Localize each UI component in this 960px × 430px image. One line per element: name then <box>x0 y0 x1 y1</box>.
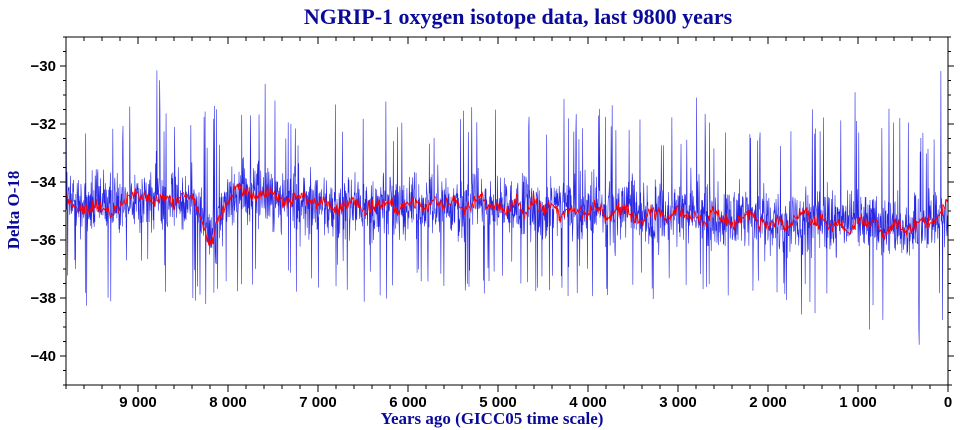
y-tick-label: −32 <box>31 116 56 133</box>
plot-area <box>65 70 949 345</box>
x-tick-label: 1 000 <box>839 394 877 411</box>
x-tick-label: 2 000 <box>749 394 787 411</box>
series-raw-line <box>65 70 949 345</box>
x-tick-label: 5 000 <box>479 394 517 411</box>
x-tick-label: 3 000 <box>659 394 697 411</box>
y-tick-label: −34 <box>31 174 57 191</box>
series-smoothed-line <box>65 182 949 247</box>
y-axis: −30 −32 −34 −36 −38 −40 <box>31 36 954 386</box>
y-tick-label: −40 <box>31 348 56 365</box>
x-tick-label: 7 000 <box>299 394 337 411</box>
y-axis-title: Delta O-18 <box>4 171 23 250</box>
y-tick-label: −30 <box>31 58 56 75</box>
x-axis-title: Years ago (GICC05 time scale) <box>381 409 604 428</box>
x-tick-label: 6 000 <box>389 394 427 411</box>
x-tick-label: 8 000 <box>209 394 247 411</box>
x-axis: 9 000 8 000 7 000 6 000 5 000 4 000 3 000 2 000… <box>65 37 952 411</box>
x-tick-label: 4 000 <box>569 394 607 411</box>
chart-title: NGRIP-1 oxygen isotope data, last 9800 y… <box>303 4 733 29</box>
x-tick-label: 0 <box>944 394 952 411</box>
y-tick-label: −38 <box>31 290 56 307</box>
x-tick-label: 9 000 <box>119 394 157 411</box>
y-tick-label: −36 <box>31 232 56 249</box>
